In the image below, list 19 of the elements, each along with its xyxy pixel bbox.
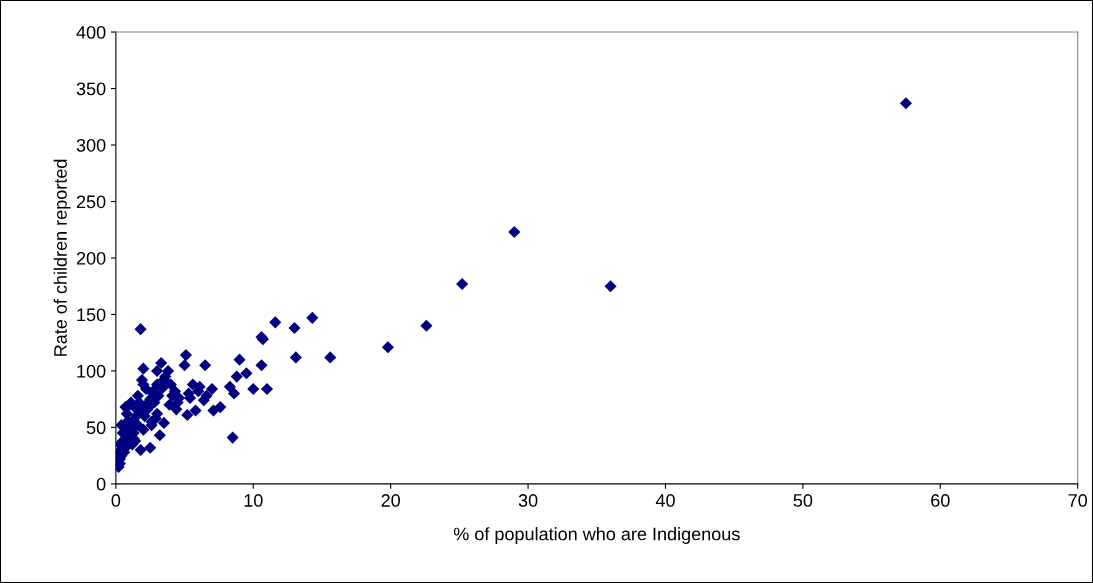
y-tick-label: 150 xyxy=(77,308,106,322)
x-tick-label: 70 xyxy=(1068,494,1088,507)
y-tick-label: 250 xyxy=(76,195,106,209)
y-tick-label: 200 xyxy=(76,251,106,265)
x-tick-label: 0 xyxy=(111,494,121,507)
x-tick-label: 10 xyxy=(244,494,263,507)
x-tick-label: 40 xyxy=(655,494,675,507)
x-tick-label: 50 xyxy=(793,494,813,507)
y-axis-title: Rate of children reported xyxy=(53,159,71,356)
y-tick-label: 350 xyxy=(76,82,106,96)
y-tick-label: 300 xyxy=(76,138,106,152)
y-tick-label: 0 xyxy=(96,477,106,491)
x-tick-label: 60 xyxy=(931,494,950,507)
y-tick-label: 400 xyxy=(76,26,106,39)
x-tick-label: 30 xyxy=(518,494,538,507)
y-tick-label: 100 xyxy=(77,364,106,378)
x-tick-label: 20 xyxy=(381,494,401,507)
y-tick-label: 50 xyxy=(86,421,106,435)
x-axis-title: % of population who are Indigenous xyxy=(453,527,740,544)
